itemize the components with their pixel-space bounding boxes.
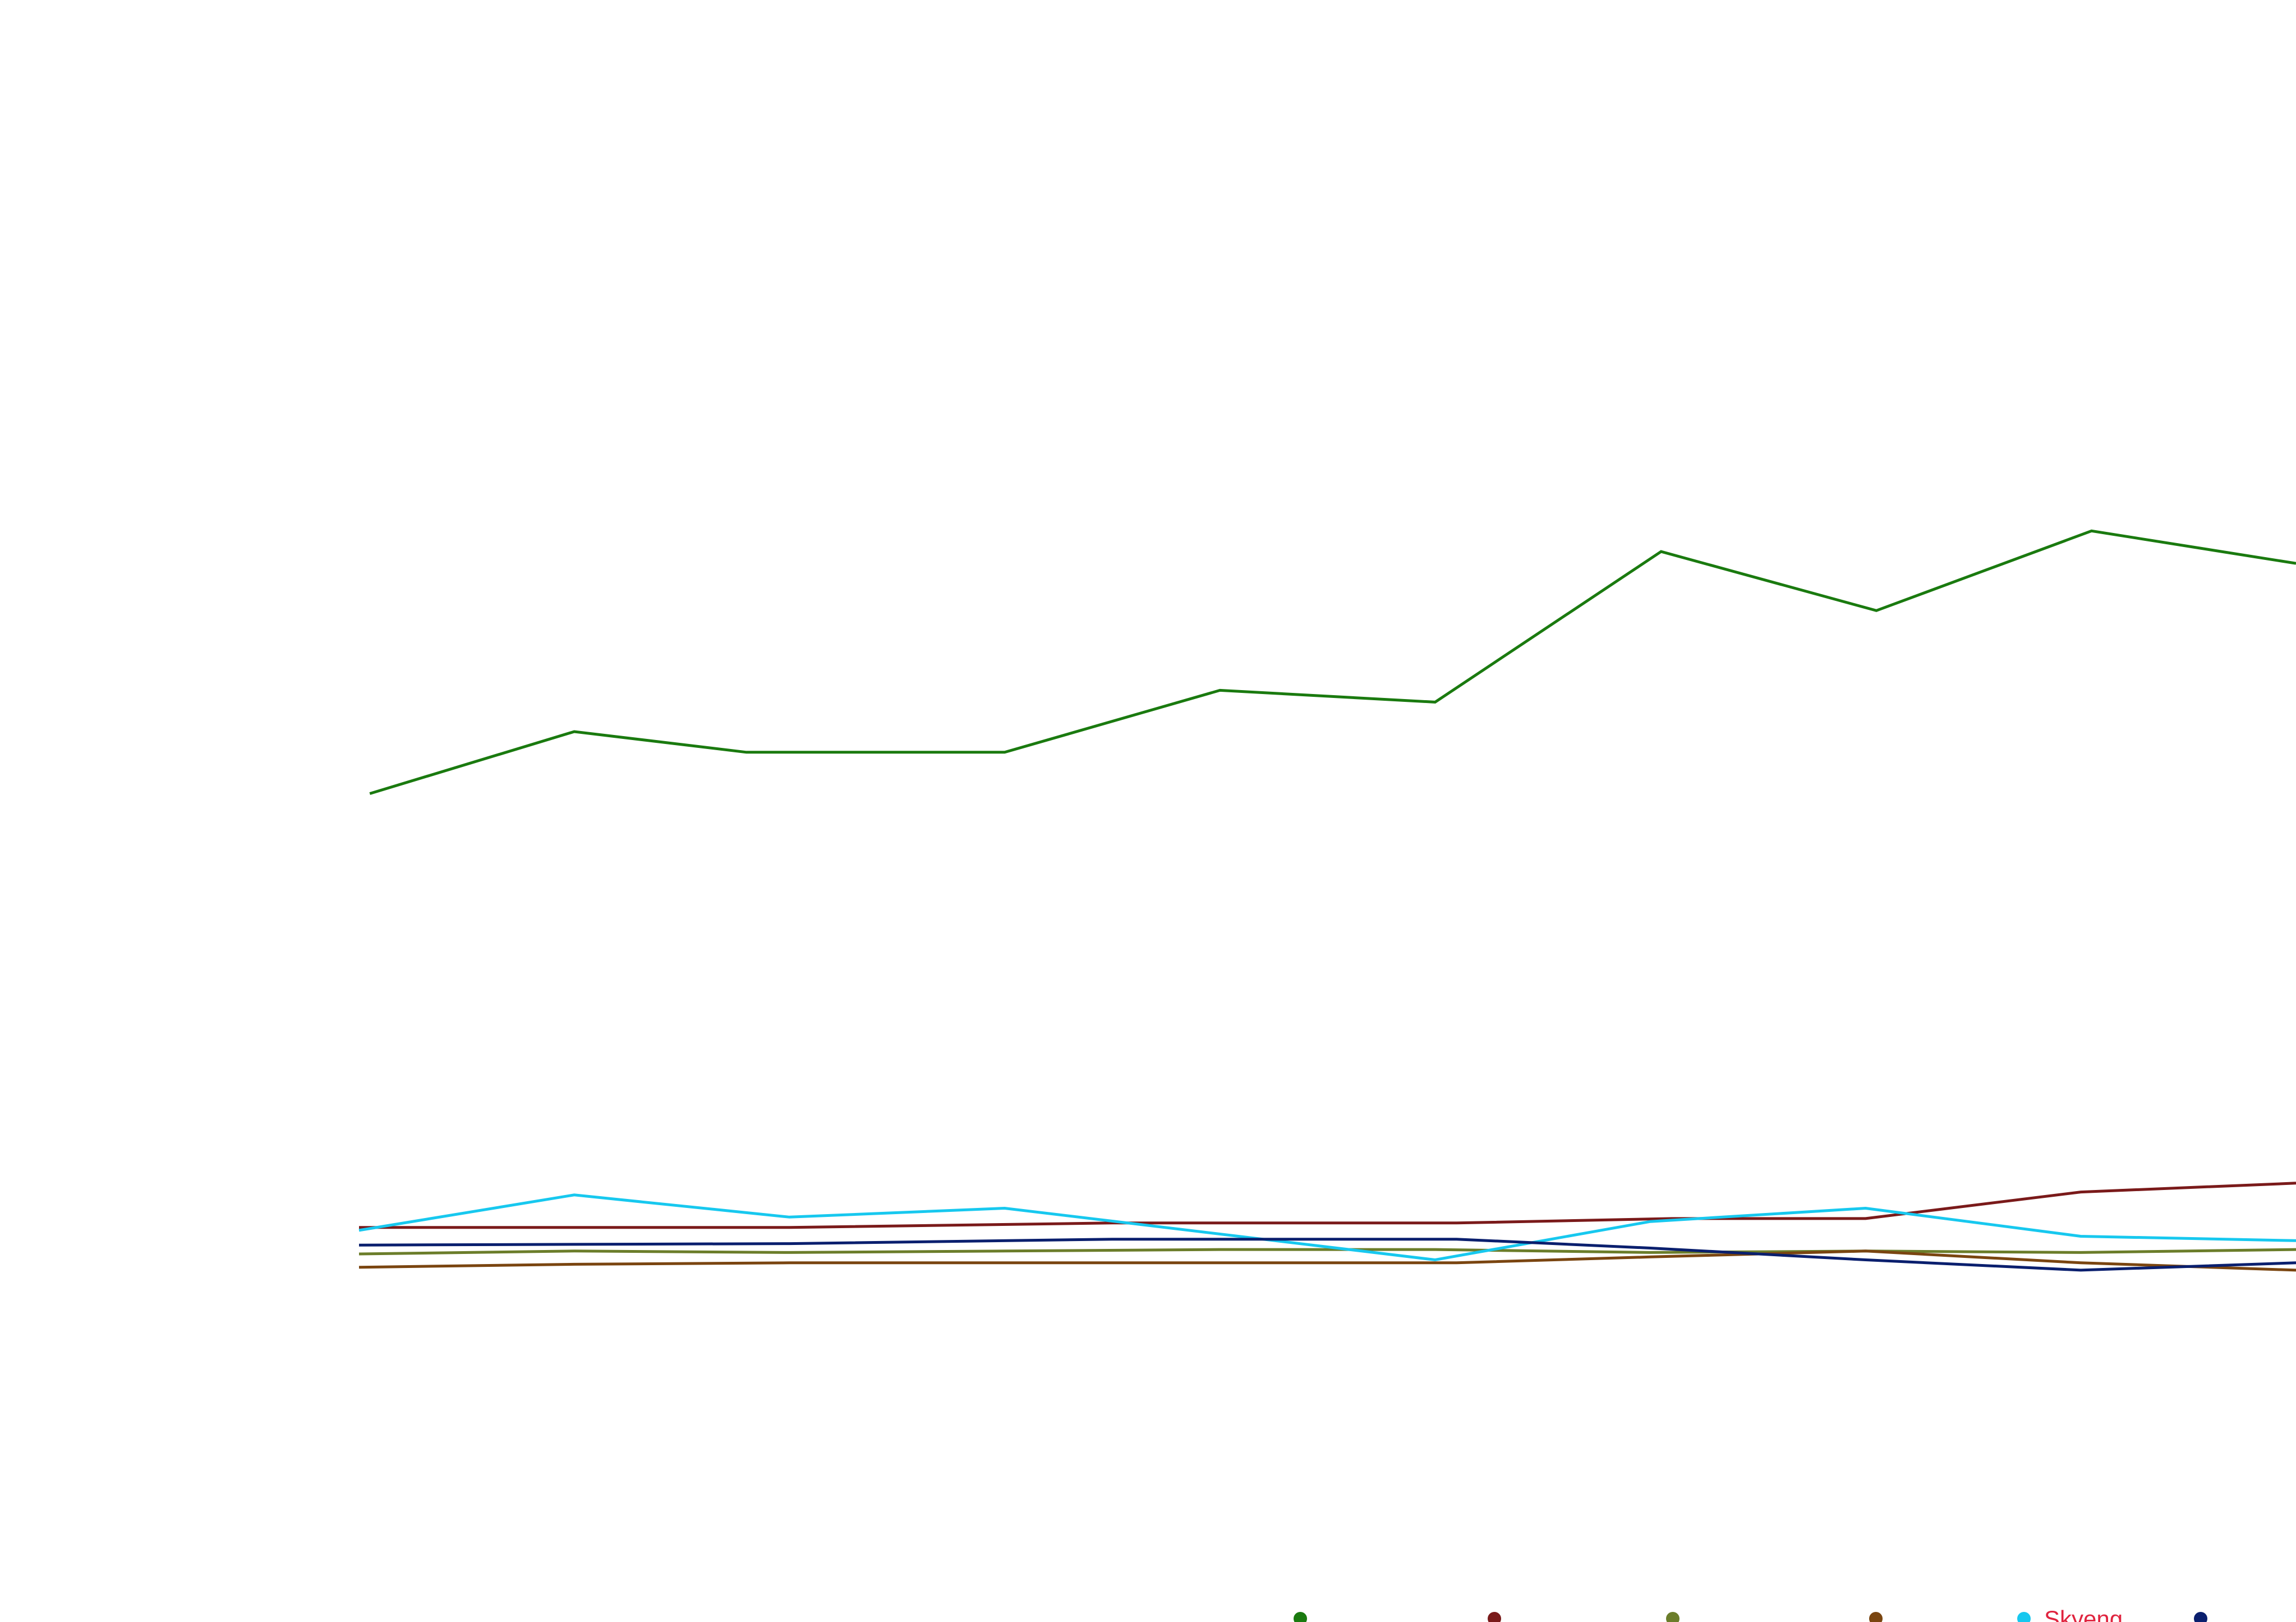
legend: Skyeng [1294,1606,2207,1622]
series-line-5 [358,1193,2296,1262]
series-line-4 [358,1249,2296,1272]
legend-marker [1666,1612,1680,1622]
legend-marker [1869,1612,1883,1622]
legend-item-6[interactable] [2194,1612,2207,1622]
legend-marker [1294,1612,1307,1622]
plot-area [358,529,2296,1272]
series-line-2 [359,1182,2296,1229]
legend-label: Skyeng [2044,1606,2123,1622]
legend-marker [2194,1612,2207,1622]
series-line-1 [369,529,2296,795]
legend-marker [2017,1612,2031,1622]
series-line-3 [358,1248,2296,1256]
series-line-6 [358,1238,2296,1272]
legend-item-4[interactable] [1869,1612,1883,1622]
legend-marker [1488,1612,1501,1622]
legend-item-3[interactable] [1666,1612,1680,1622]
legend-item-1[interactable] [1294,1612,1307,1622]
legend-item-2[interactable] [1488,1612,1501,1622]
legend-item-5[interactable]: Skyeng [2017,1606,2123,1622]
